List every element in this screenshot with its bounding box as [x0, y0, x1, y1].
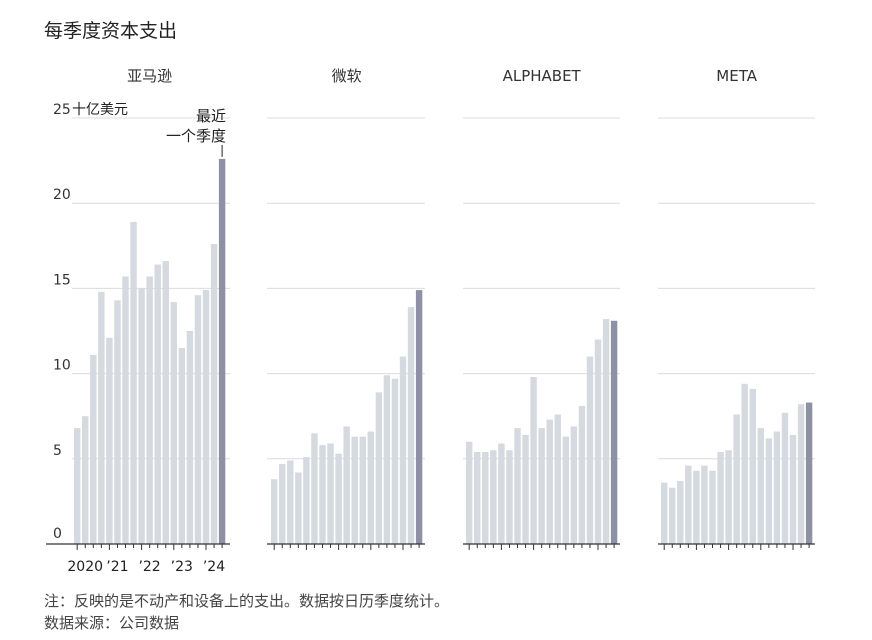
- bar: [661, 482, 668, 544]
- bar: [279, 463, 286, 544]
- bar: [578, 405, 586, 544]
- bar: [797, 404, 805, 544]
- bar: [570, 426, 578, 544]
- bar: [130, 221, 137, 544]
- bar: [522, 434, 529, 544]
- bar: [498, 443, 505, 544]
- bar: [138, 288, 145, 544]
- bar: [594, 339, 602, 544]
- bar: [146, 276, 153, 544]
- y-tick-label: 15: [53, 272, 71, 288]
- bar: [335, 453, 342, 544]
- bar: [693, 470, 700, 544]
- bar: [82, 416, 89, 544]
- bar: [701, 465, 708, 544]
- bar: [733, 414, 740, 544]
- bar: [210, 244, 218, 544]
- bar: [319, 445, 326, 544]
- bar: [610, 320, 618, 544]
- bar: [90, 354, 97, 544]
- bar: [122, 276, 129, 544]
- bar: [586, 356, 594, 544]
- bar: [725, 450, 732, 544]
- bar: [383, 375, 391, 544]
- bar: [399, 356, 407, 544]
- bar: [482, 451, 489, 544]
- bar: [490, 450, 497, 544]
- bar: [311, 433, 318, 544]
- chart-note: 注：反映的是不动产和设备上的支出。数据按日历季度统计。: [44, 592, 450, 610]
- y-tick-label: 20: [53, 187, 71, 203]
- bar: [351, 436, 358, 544]
- bar: [554, 414, 561, 544]
- bar: [546, 419, 553, 544]
- bar: [186, 331, 194, 544]
- bar: [506, 450, 513, 544]
- x-tick-label: ’24: [203, 559, 225, 575]
- bar: [114, 300, 121, 544]
- y-tick-label: 10: [53, 358, 71, 374]
- x-tick-label: ’22: [138, 559, 160, 575]
- bar: [303, 457, 310, 544]
- x-tick-label: ’21: [106, 559, 128, 575]
- bar: [407, 307, 415, 544]
- bar: [343, 426, 350, 544]
- y-tick-label: 25: [53, 102, 71, 118]
- bar: [602, 319, 610, 544]
- annotation-text: 最近: [196, 107, 226, 125]
- bar: [375, 392, 383, 544]
- bar: [154, 264, 161, 544]
- chart-source: 数据来源：公司数据: [44, 614, 180, 632]
- bar: [271, 479, 278, 544]
- bar: [202, 290, 210, 544]
- bar: [789, 434, 797, 544]
- y-unit-label: 十亿美元: [72, 102, 128, 118]
- bar: [98, 291, 105, 544]
- bar: [218, 158, 226, 544]
- x-tick-label: 2020: [67, 559, 103, 575]
- bar: [741, 383, 748, 544]
- bar: [757, 428, 764, 544]
- y-tick-label: 0: [53, 526, 62, 542]
- bar: [749, 388, 756, 544]
- bar: [773, 431, 781, 544]
- panel-title: 微软: [332, 67, 362, 85]
- bar: [367, 431, 374, 544]
- panel-title: 亚马逊: [127, 67, 172, 85]
- bar: [562, 436, 569, 544]
- bar: [765, 438, 773, 544]
- panel-title: META: [716, 67, 757, 85]
- bar: [170, 302, 177, 544]
- bar: [327, 443, 334, 544]
- bar: [74, 428, 81, 544]
- bar: [178, 348, 186, 544]
- bar: [415, 290, 423, 544]
- bar: [194, 295, 202, 544]
- bar: [677, 480, 684, 544]
- bar: [685, 465, 692, 544]
- bar: [391, 378, 399, 544]
- chart-title: 每季度资本支出: [44, 20, 178, 42]
- bar: [466, 441, 473, 544]
- bar: [106, 337, 113, 544]
- bar: [717, 451, 724, 544]
- bar: [295, 472, 302, 544]
- bar: [359, 436, 366, 544]
- panel-title: ALPHABET: [503, 67, 582, 85]
- bar: [287, 460, 294, 544]
- x-tick-label: ’23: [171, 559, 193, 575]
- annotation-text: 一个季度: [166, 127, 226, 145]
- bar: [669, 487, 676, 544]
- bar: [162, 261, 169, 544]
- y-tick-label: 5: [53, 443, 62, 459]
- bar: [474, 451, 481, 544]
- bar: [530, 377, 537, 544]
- bar: [538, 428, 545, 544]
- bar: [709, 470, 716, 544]
- bar: [514, 428, 521, 544]
- bar: [805, 402, 813, 544]
- bar: [781, 412, 789, 544]
